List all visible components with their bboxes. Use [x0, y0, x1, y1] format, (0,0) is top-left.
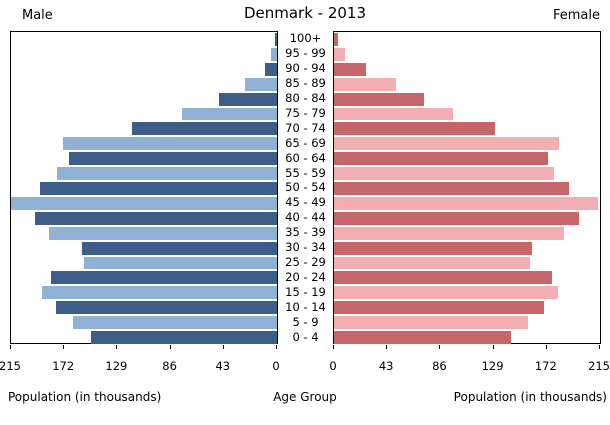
- male-bar: [244, 77, 277, 91]
- female-bar: [334, 256, 530, 270]
- age-group-label: 90 - 94: [285, 61, 326, 76]
- axis-tick-label: 43: [378, 359, 394, 373]
- axis-tick-mark: [545, 345, 547, 349]
- female-bar: [334, 62, 367, 76]
- male-bar: [72, 316, 277, 330]
- axis-tick-label: 129: [105, 359, 128, 373]
- male-header-label: Male: [22, 8, 53, 23]
- age-group-label: 65 - 69: [285, 135, 326, 150]
- age-group-axis-caption: Age Group: [273, 390, 337, 404]
- female-bar: [334, 196, 598, 210]
- male-bar: [50, 271, 277, 285]
- male-bar: [34, 211, 277, 225]
- axis-tick-label: 215: [0, 359, 21, 373]
- age-group-label: 95 - 99: [285, 46, 326, 61]
- age-group-label: 50 - 54: [285, 180, 326, 195]
- age-group-label: 80 - 84: [285, 91, 326, 106]
- female-bar: [334, 122, 495, 136]
- axis-tick-label: 86: [432, 359, 447, 373]
- female-bar: [334, 241, 532, 255]
- male-bar: [218, 92, 277, 106]
- male-bar: [270, 47, 277, 61]
- male-axis-caption: Population (in thousands): [8, 390, 162, 404]
- female-x-axis-ticks: 0 43 86 129 172 215: [329, 345, 610, 375]
- age-group-label: 30 - 34: [285, 240, 326, 255]
- axis-tick-mark: [116, 345, 118, 349]
- female-bar: [334, 33, 338, 46]
- female-bar: [334, 92, 425, 106]
- male-bar: [181, 107, 277, 121]
- axis-tick-mark: [599, 345, 600, 349]
- female-bar: [334, 77, 396, 91]
- age-group-label: 35 - 39: [285, 225, 326, 240]
- axis-tick-mark: [63, 345, 65, 349]
- female-bar: [334, 301, 545, 315]
- female-bar: [334, 331, 511, 344]
- axis-tick-mark: [439, 345, 441, 349]
- axis-tick-label: 43: [215, 359, 231, 373]
- axis-tick-label: 86: [162, 359, 177, 373]
- male-bar: [55, 301, 277, 315]
- chart-title: Denmark - 2013: [243, 4, 367, 22]
- male-bar: [274, 33, 277, 46]
- male-bar: [41, 286, 277, 300]
- age-group-label: 55 - 59: [285, 165, 326, 180]
- female-bar: [334, 211, 579, 225]
- female-bar: [334, 107, 453, 121]
- male-bar: [132, 122, 277, 136]
- male-x-axis-ticks: 0 43 86 129 172 215: [0, 345, 280, 375]
- female-bar: [334, 226, 565, 240]
- male-bar: [81, 241, 277, 255]
- axis-tick-mark: [222, 345, 224, 349]
- age-group-label: 70 - 74: [285, 120, 326, 135]
- age-group-label: 15 - 19: [285, 284, 326, 299]
- age-group-axis: 100+ 95 - 99 90 - 94 85 - 89 80 - 84 75 - 79 7…: [279, 31, 332, 344]
- female-header-label: Female: [552, 8, 600, 23]
- age-group-label: 100+: [289, 31, 322, 46]
- male-bar: [56, 167, 277, 181]
- female-bar: [334, 182, 570, 195]
- male-bar: [11, 196, 277, 210]
- female-bar: [334, 152, 548, 166]
- male-bar: [69, 152, 277, 166]
- age-group-label: 60 - 64: [285, 150, 326, 165]
- age-group-label: 45 - 49: [285, 195, 326, 210]
- axis-tick-label: 0: [329, 359, 337, 373]
- axis-tick-label: 172: [534, 359, 557, 373]
- axis-tick-label: 215: [588, 359, 610, 373]
- age-group-label: 75 - 79: [285, 105, 326, 120]
- axis-tick-mark: [276, 345, 277, 349]
- age-group-label: 20 - 24: [285, 269, 326, 284]
- male-bar: [63, 137, 277, 151]
- axis-tick-label: 172: [52, 359, 75, 373]
- female-axis-caption: Population (in thousands): [453, 390, 607, 404]
- age-group-label: 0 - 4: [292, 329, 319, 344]
- female-bar: [334, 316, 529, 330]
- female-bar: [334, 271, 552, 285]
- male-bar: [91, 331, 277, 344]
- male-bar: [39, 182, 277, 195]
- female-bar: [334, 167, 555, 181]
- female-bar: [334, 47, 346, 61]
- male-bar: [264, 62, 277, 76]
- age-group-label: 85 - 89: [285, 76, 326, 91]
- axis-tick-mark: [492, 345, 494, 349]
- axis-tick-label: 0: [272, 359, 280, 373]
- female-bar: [334, 286, 558, 300]
- male-bar: [84, 256, 277, 270]
- age-group-label: 10 - 14: [285, 299, 326, 314]
- age-group-label: 40 - 44: [285, 210, 326, 225]
- male-bars-panel: [10, 31, 278, 344]
- male-bar: [49, 226, 277, 240]
- female-bars-panel: [333, 31, 601, 344]
- axis-tick-label: 129: [481, 359, 504, 373]
- female-bar: [334, 137, 560, 151]
- axis-tick-mark: [386, 345, 388, 349]
- axis-tick-mark: [333, 345, 334, 349]
- axis-tick-mark: [10, 345, 11, 349]
- age-group-label: 5 - 9: [292, 314, 319, 329]
- axis-tick-mark: [169, 345, 171, 349]
- age-group-label: 25 - 29: [285, 255, 326, 269]
